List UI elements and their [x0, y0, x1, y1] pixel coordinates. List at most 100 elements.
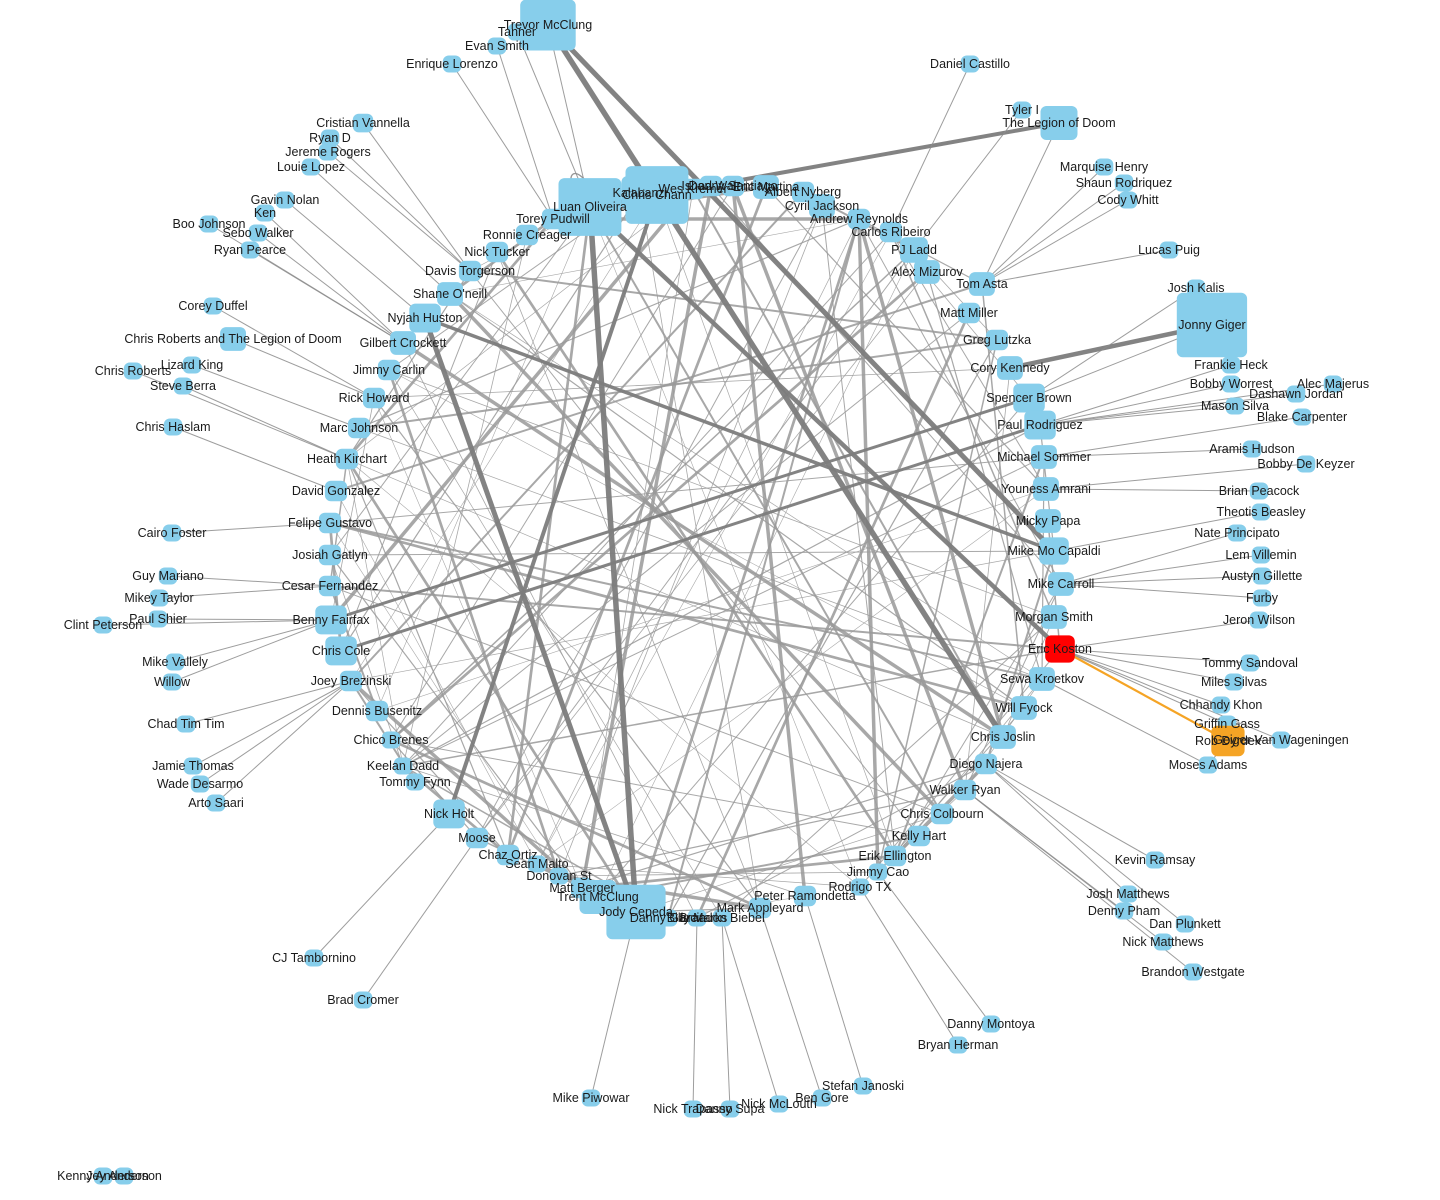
- svg-text:Tommy Sandoval: Tommy Sandoval: [1202, 656, 1298, 670]
- svg-text:CJ Tambornino: CJ Tambornino: [272, 951, 356, 965]
- svg-text:Benny Fairfax: Benny Fairfax: [292, 613, 370, 627]
- svg-text:Spencer Brown: Spencer Brown: [986, 391, 1072, 405]
- svg-text:Kelly Hart: Kelly Hart: [892, 829, 947, 843]
- svg-text:Moose: Moose: [458, 831, 496, 845]
- svg-text:Mike Vallely: Mike Vallely: [142, 655, 209, 669]
- svg-text:Clint Peterson: Clint Peterson: [64, 618, 143, 632]
- svg-text:Shane O'neill: Shane O'neill: [413, 287, 487, 301]
- svg-text:Tanner: Tanner: [498, 25, 536, 39]
- svg-text:PJ Ladd: PJ Ladd: [891, 243, 937, 257]
- svg-text:Frankie Heck: Frankie Heck: [1194, 358, 1268, 372]
- svg-text:Austyn Gillette: Austyn Gillette: [1222, 569, 1303, 583]
- svg-text:Evan Smith: Evan Smith: [465, 39, 529, 53]
- svg-text:Stefan Janoski: Stefan Janoski: [822, 1079, 904, 1093]
- svg-text:Chaz Ortiz: Chaz Ortiz: [478, 848, 537, 862]
- svg-text:Alex Mizurov: Alex Mizurov: [891, 265, 963, 279]
- svg-text:Morgan Smith: Morgan Smith: [1015, 610, 1093, 624]
- svg-text:Denny Pham: Denny Pham: [1088, 904, 1160, 918]
- svg-text:Jimmy Carlin: Jimmy Carlin: [353, 363, 425, 377]
- svg-text:Cesar Fernandez: Cesar Fernandez: [282, 579, 379, 593]
- svg-text:Furby: Furby: [1246, 591, 1279, 605]
- svg-text:Jonny Giger: Jonny Giger: [1178, 318, 1245, 332]
- svg-text:Ronnie Creager: Ronnie Creager: [483, 228, 571, 242]
- svg-text:Felipe Gustavo: Felipe Gustavo: [288, 516, 372, 530]
- svg-text:Brian Peacock: Brian Peacock: [1219, 484, 1300, 498]
- svg-text:Guy Mariano: Guy Mariano: [132, 569, 204, 583]
- svg-text:Cody Whitt: Cody Whitt: [1097, 193, 1159, 207]
- svg-text:Mike Mo Capaldi: Mike Mo Capaldi: [1007, 544, 1100, 558]
- svg-text:Daniel Castillo: Daniel Castillo: [930, 57, 1010, 71]
- svg-text:Brad Cromer: Brad Cromer: [327, 993, 399, 1007]
- svg-text:Chris Roberts and The Legion o: Chris Roberts and The Legion of Doom: [124, 332, 341, 346]
- svg-text:Jey Anderson: Jey Anderson: [86, 1169, 162, 1183]
- svg-text:Cairo Foster: Cairo Foster: [138, 526, 207, 540]
- svg-text:Cory Kennedy: Cory Kennedy: [970, 361, 1050, 375]
- svg-text:Danny Montoya: Danny Montoya: [947, 1017, 1035, 1031]
- svg-text:Jereme Rogers: Jereme Rogers: [285, 145, 370, 159]
- svg-text:Torey Pudwill: Torey Pudwill: [516, 212, 590, 226]
- svg-text:Wade Desarmo: Wade Desarmo: [157, 777, 243, 791]
- svg-text:Erik Ellington: Erik Ellington: [859, 849, 932, 863]
- svg-text:Miles Silvas: Miles Silvas: [1201, 675, 1267, 689]
- svg-text:Bryan Herman: Bryan Herman: [918, 1038, 999, 1052]
- svg-text:Micky Papa: Micky Papa: [1016, 514, 1081, 528]
- svg-text:Nate Principato: Nate Principato: [1194, 526, 1280, 540]
- svg-text:Chico Brenes: Chico Brenes: [353, 733, 428, 747]
- svg-text:Keelan Dadd: Keelan Dadd: [367, 759, 439, 773]
- svg-text:Willow: Willow: [154, 675, 191, 689]
- svg-text:Will Fyock: Will Fyock: [996, 701, 1054, 715]
- svg-text:Sebo Walker: Sebo Walker: [222, 226, 293, 240]
- svg-text:Shaun Rodriquez: Shaun Rodriquez: [1076, 176, 1173, 190]
- svg-text:Heath Kirchart: Heath Kirchart: [307, 452, 387, 466]
- svg-text:Jeron Wilson: Jeron Wilson: [1223, 613, 1295, 627]
- svg-text:Rob Dyrdek: Rob Dyrdek: [1195, 734, 1262, 748]
- svg-text:Mike Piwowar: Mike Piwowar: [552, 1091, 629, 1105]
- svg-text:Gavin Nolan: Gavin Nolan: [251, 193, 320, 207]
- svg-text:Eric Koston: Eric Koston: [1028, 642, 1092, 656]
- svg-text:Cyril Jackson: Cyril Jackson: [785, 199, 859, 213]
- svg-text:Marquise Henry: Marquise Henry: [1060, 160, 1149, 174]
- svg-text:Griffin Gass: Griffin Gass: [1194, 717, 1260, 731]
- svg-text:Nick Holt: Nick Holt: [424, 807, 475, 821]
- svg-text:Ben Gore: Ben Gore: [795, 1091, 849, 1105]
- svg-text:Corey Duffel: Corey Duffel: [178, 299, 247, 313]
- svg-text:Nyjah Huston: Nyjah Huston: [387, 311, 462, 325]
- svg-text:Joey Brezinski: Joey Brezinski: [311, 674, 392, 688]
- svg-text:Theotis Beasley: Theotis Beasley: [1217, 505, 1307, 519]
- svg-text:Jamie Thomas: Jamie Thomas: [152, 759, 234, 773]
- svg-text:Dan Plunkett: Dan Plunkett: [1149, 917, 1221, 931]
- svg-text:Dennis Busenitz: Dennis Busenitz: [332, 704, 422, 718]
- svg-text:Sewa Kroetkov: Sewa Kroetkov: [1000, 672, 1085, 686]
- svg-text:Chris Haslam: Chris Haslam: [135, 420, 210, 434]
- svg-text:Nick Tucker: Nick Tucker: [464, 245, 529, 259]
- svg-text:Lizard King: Lizard King: [161, 358, 224, 372]
- svg-text:Blake Carpenter: Blake Carpenter: [1257, 410, 1347, 424]
- svg-text:Michael Sommer: Michael Sommer: [997, 450, 1091, 464]
- svg-text:Jody Cepeda: Jody Cepeda: [599, 905, 673, 919]
- svg-text:Steve Berra: Steve Berra: [150, 379, 216, 393]
- svg-text:Gilbert Crockett: Gilbert Crockett: [360, 336, 447, 350]
- svg-text:Josiah Gatlyn: Josiah Gatlyn: [292, 548, 368, 562]
- svg-text:Chris Cole: Chris Cole: [312, 644, 370, 658]
- svg-text:Kevin Ramsay: Kevin Ramsay: [1115, 853, 1196, 867]
- svg-text:The Legion of Doom: The Legion of Doom: [1002, 116, 1115, 130]
- svg-text:Matt Miller: Matt Miller: [940, 306, 998, 320]
- svg-text:Cristian Vannella: Cristian Vannella: [316, 116, 410, 130]
- svg-text:Mike Carroll: Mike Carroll: [1028, 577, 1095, 591]
- svg-text:Jimmy Cao: Jimmy Cao: [847, 865, 910, 879]
- svg-text:Matt Berger: Matt Berger: [549, 881, 614, 895]
- svg-text:Enrique Lorenzo: Enrique Lorenzo: [406, 57, 498, 71]
- svg-text:Donovan St: Donovan St: [526, 869, 592, 883]
- svg-text:Tyler I: Tyler I: [1005, 103, 1039, 117]
- svg-text:Moses Adams: Moses Adams: [1169, 758, 1248, 772]
- svg-text:Marc Johnson: Marc Johnson: [320, 421, 399, 435]
- svg-text:Tom Asta: Tom Asta: [956, 277, 1007, 291]
- svg-text:David Gonzalez: David Gonzalez: [292, 484, 380, 498]
- svg-text:Nick Matthews: Nick Matthews: [1122, 935, 1203, 949]
- svg-text:Josh Kalis: Josh Kalis: [1168, 281, 1225, 295]
- svg-text:Alec Majerus: Alec Majerus: [1297, 377, 1369, 391]
- svg-text:Lem Villemin: Lem Villemin: [1225, 548, 1296, 562]
- svg-text:Chris Joslin: Chris Joslin: [971, 730, 1036, 744]
- svg-text:Andrew Reynolds: Andrew Reynolds: [810, 212, 908, 226]
- svg-text:Lucas Puig: Lucas Puig: [1138, 243, 1200, 257]
